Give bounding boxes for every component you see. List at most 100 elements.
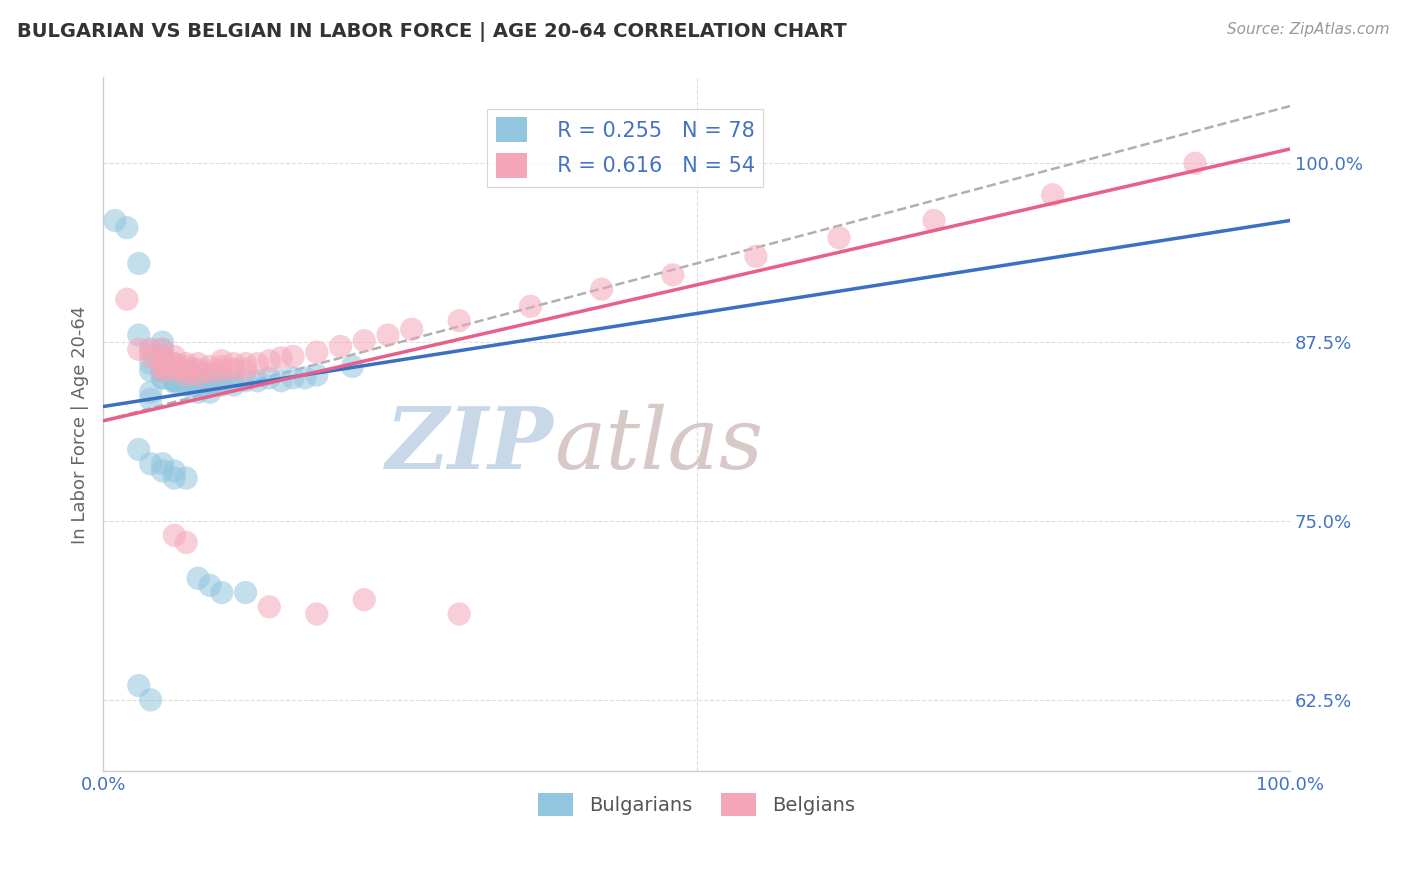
Point — [115, 220, 138, 235]
Point — [139, 350, 162, 364]
Point — [163, 350, 186, 364]
Point — [128, 442, 150, 457]
Point — [152, 364, 174, 378]
Point — [163, 471, 186, 485]
Point — [198, 365, 221, 379]
Point — [174, 378, 197, 392]
Point — [163, 359, 186, 374]
Point — [187, 368, 209, 382]
Point — [1184, 156, 1206, 170]
Point — [174, 371, 197, 385]
Point — [305, 345, 328, 359]
Point — [152, 357, 174, 371]
Text: BULGARIAN VS BELGIAN IN LABOR FORCE | AGE 20-64 CORRELATION CHART: BULGARIAN VS BELGIAN IN LABOR FORCE | AG… — [17, 22, 846, 42]
Point — [294, 371, 316, 385]
Point — [174, 357, 197, 371]
Point — [198, 385, 221, 400]
Point — [174, 364, 197, 378]
Point — [139, 343, 162, 357]
Point — [174, 364, 197, 378]
Point — [152, 371, 174, 385]
Point — [211, 353, 233, 368]
Point — [174, 471, 197, 485]
Point — [449, 607, 471, 621]
Point — [163, 464, 186, 478]
Point — [211, 378, 233, 392]
Point — [174, 371, 197, 385]
Point — [246, 374, 269, 388]
Point — [198, 368, 221, 382]
Point — [152, 457, 174, 471]
Point — [591, 282, 613, 296]
Point — [152, 357, 174, 371]
Point — [222, 374, 245, 388]
Point — [163, 364, 186, 378]
Point — [174, 374, 197, 388]
Point — [128, 679, 150, 693]
Point — [235, 362, 257, 376]
Point — [211, 585, 233, 599]
Point — [139, 385, 162, 400]
Point — [152, 364, 174, 378]
Point — [235, 585, 257, 599]
Point — [246, 357, 269, 371]
Point — [152, 359, 174, 374]
Point — [152, 364, 174, 378]
Point — [152, 364, 174, 378]
Point — [163, 528, 186, 542]
Point — [163, 364, 186, 378]
Point — [139, 457, 162, 471]
Point — [152, 350, 174, 364]
Point — [152, 364, 174, 378]
Point — [187, 364, 209, 378]
Point — [1042, 187, 1064, 202]
Point — [128, 343, 150, 357]
Point — [745, 249, 768, 263]
Point — [152, 371, 174, 385]
Point — [211, 364, 233, 378]
Text: Source: ZipAtlas.com: Source: ZipAtlas.com — [1226, 22, 1389, 37]
Point — [329, 339, 352, 353]
Text: atlas: atlas — [554, 404, 763, 486]
Point — [353, 334, 375, 348]
Point — [128, 256, 150, 270]
Point — [187, 374, 209, 388]
Point — [187, 571, 209, 585]
Point — [174, 535, 197, 549]
Point — [222, 357, 245, 371]
Point — [174, 364, 197, 378]
Point — [139, 343, 162, 357]
Point — [104, 213, 127, 227]
Point — [401, 322, 423, 336]
Legend: Bulgarians, Belgians: Bulgarians, Belgians — [530, 785, 863, 824]
Point — [187, 362, 209, 376]
Point — [198, 359, 221, 374]
Point — [163, 371, 186, 385]
Point — [281, 371, 304, 385]
Point — [922, 213, 945, 227]
Point — [270, 351, 292, 365]
Point — [259, 599, 281, 614]
Point — [163, 374, 186, 388]
Point — [152, 335, 174, 350]
Point — [187, 385, 209, 400]
Point — [163, 374, 186, 388]
Point — [305, 607, 328, 621]
Point — [222, 362, 245, 376]
Point — [163, 364, 186, 378]
Point — [259, 371, 281, 385]
Point — [211, 371, 233, 385]
Point — [342, 359, 364, 374]
Point — [128, 328, 150, 343]
Point — [235, 374, 257, 388]
Point — [163, 375, 186, 389]
Point — [449, 314, 471, 328]
Text: ZIP: ZIP — [387, 403, 554, 487]
Point — [152, 364, 174, 378]
Point — [163, 364, 186, 378]
Point — [152, 353, 174, 368]
Point — [198, 371, 221, 385]
Point — [198, 378, 221, 392]
Point — [115, 292, 138, 306]
Point — [259, 353, 281, 368]
